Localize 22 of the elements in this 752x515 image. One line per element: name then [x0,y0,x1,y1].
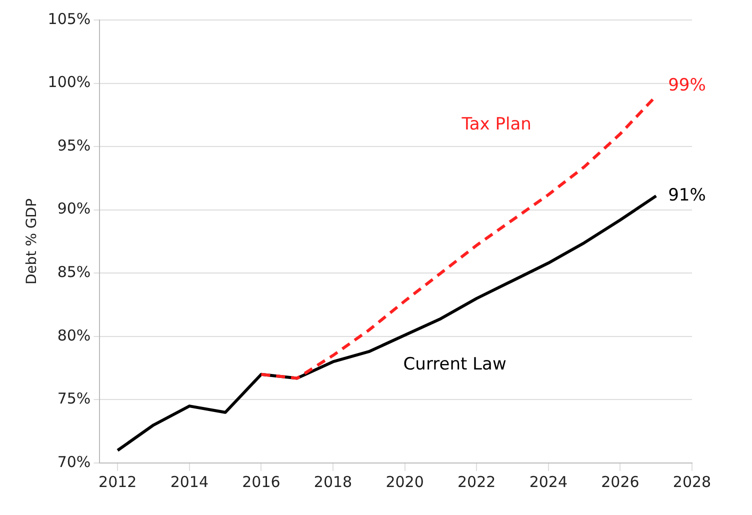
x-tick-label: 2020 [386,472,424,491]
y-tick-label: 95% [57,136,91,154]
y-tick-label: 90% [57,200,91,218]
y-tick-label: 105% [48,10,91,28]
x-tick-label: 2022 [458,472,496,491]
y-tick-label: 70% [57,452,91,471]
text: Tax Plan [460,114,532,135]
x-tick-label: 2018 [314,472,352,491]
series-label: Current Law [403,354,506,375]
y-tick-label: 85% [57,263,91,282]
data-label: 99% [668,75,706,96]
x-tick-label: 2024 [529,472,568,491]
x-tick-label: 2016 [242,472,280,491]
data-label: 91% [668,185,706,206]
x-tick-label: 2012 [98,472,137,491]
y-tick-label: 100% [48,73,91,92]
y-axis-title: Debt % GDP [24,198,40,285]
y-tick-label: 80% [57,326,91,344]
x-tick-label: 2014 [170,472,209,491]
y-tick-label: 75% [57,390,91,408]
x-tick-label: 2026 [601,472,640,491]
x-tick-label: 2028 [672,472,712,491]
